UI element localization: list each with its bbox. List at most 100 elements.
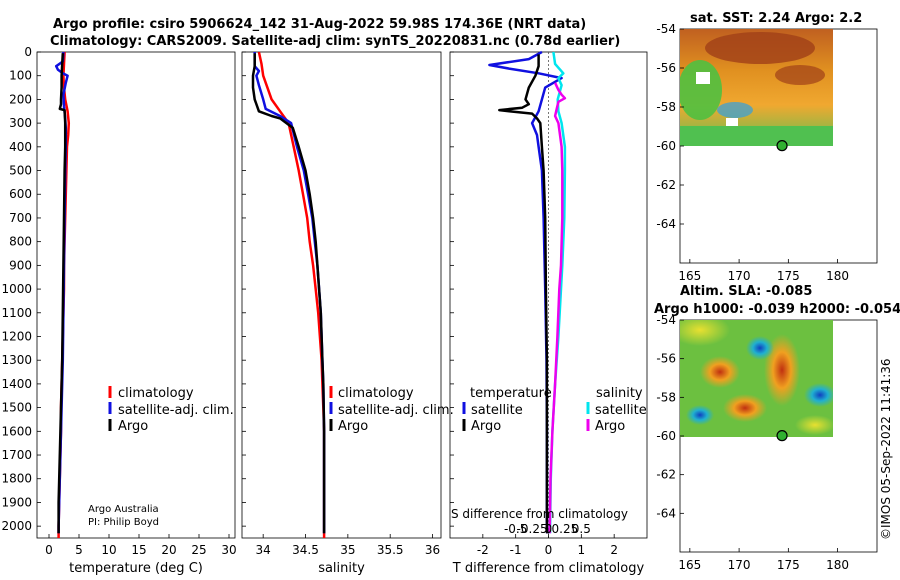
x-tick-label: 30	[221, 543, 236, 557]
legend-argo-label: Argo	[118, 419, 148, 434]
sst-argo-position-marker	[776, 140, 788, 152]
difference-panel: -2 -1 0 1 2 T difference from climatology -0.5…	[449, 50, 648, 576]
secondary-x-tick-label: 0	[545, 522, 553, 536]
y-tick-label: 200	[9, 92, 32, 106]
map-y-tick-label: -64	[656, 217, 676, 231]
sst-cold-band	[680, 126, 833, 146]
y-tick-label: 700	[9, 211, 32, 225]
legend-argo-label: Argo	[338, 419, 368, 434]
map-y-tick-label: -60	[656, 429, 676, 443]
map-x-tick-label: 165	[678, 558, 701, 572]
credit-line-1: Argo Australia	[88, 504, 159, 515]
x-tick-label: 35	[340, 543, 355, 557]
y-tick-label: 1400	[1, 377, 32, 391]
difference-legend: temperature salinity satellite Argo sate…	[451, 386, 647, 521]
sst-map-title: sat. SST: 2.24 Argo: 2.2	[690, 11, 862, 26]
x-tick-label: -1	[510, 543, 522, 557]
series-line-argo	[251, 53, 326, 534]
imos-watermark: ©IMOS 05-Sep-2022 11:41:36	[879, 358, 893, 540]
x-axis-label: T difference from climatology	[452, 561, 645, 576]
map-y-tick-label: -62	[656, 178, 676, 192]
map-x-tick-label: 180	[826, 269, 849, 283]
map-y-tick-label: -58	[656, 100, 676, 114]
sst-warm-patch	[775, 65, 825, 85]
sla-high-patch	[795, 415, 833, 435]
legend-salinity-title: salinity	[596, 386, 643, 401]
legend-satellite-label: satellite-adj. clim.	[118, 403, 234, 418]
y-tick-label: 1800	[1, 472, 32, 486]
sla-low-patch	[746, 336, 774, 360]
plot-frame	[241, 51, 442, 539]
map-x-tick-label: 180	[826, 558, 849, 572]
plot-frame	[36, 51, 236, 539]
y-tick-label: 300	[9, 116, 32, 130]
y-tick-label: 1100	[1, 306, 32, 320]
y-tick-label: 1600	[1, 424, 32, 438]
title-line-2: Climatology: CARS2009. Satellite-adj cli…	[50, 34, 620, 49]
secondary-x-tick-label: -0.5	[504, 522, 527, 536]
x-tick-label: 35.5	[377, 543, 404, 557]
sst-warm-patch	[705, 32, 815, 64]
y-tick-label: 1900	[1, 495, 32, 509]
legend-temp-argo-label: Argo	[471, 419, 501, 434]
x-tick-label: 34	[256, 543, 271, 557]
secondary-x-tick-label: 0.5	[572, 522, 591, 536]
map-y-tick-label: -64	[656, 506, 676, 520]
y-tick-label: 600	[9, 187, 32, 201]
y-tick-label: 800	[9, 235, 32, 249]
temperature-legend: climatology satellite-adj. clim. Argo Ar…	[88, 386, 234, 528]
legend-sal-argo-label: Argo	[595, 419, 625, 434]
map-x-tick-label: 170	[728, 269, 751, 283]
sst-map-axes: 165 170 175 180 -54 -56 -58 -60 -62 -64	[656, 22, 849, 283]
x-tick-label: 15	[131, 543, 146, 557]
sla-high-patch	[680, 320, 730, 346]
x-tick-label: 36	[425, 543, 440, 557]
x-axis-label: salinity	[318, 561, 365, 576]
sla-low-patch	[804, 383, 833, 407]
x-tick-label: 20	[161, 543, 176, 557]
x-tick-label: 0	[545, 543, 553, 557]
series-line-temperature-argo	[498, 54, 549, 534]
sst-missing-data	[726, 118, 738, 126]
legend-sal-satellite-label: satellite	[595, 403, 647, 418]
map-y-tick-label: -60	[656, 139, 676, 153]
legend-temp-satellite-label: satellite	[471, 403, 523, 418]
x-tick-label: -2	[477, 543, 489, 557]
x-tick-label: 2	[610, 543, 618, 557]
sla-high-patch	[723, 394, 767, 422]
y-tick-label: 1000	[1, 282, 32, 296]
sla-map-subtitle: Argo h1000: -0.039 h2000: -0.054	[654, 302, 900, 317]
map-x-tick-label: 175	[777, 558, 800, 572]
legend-climatology-label: climatology	[118, 386, 194, 401]
y-tick-label: 1200	[1, 329, 32, 343]
sla-high-patch	[700, 356, 740, 388]
y-tick-label: 100	[9, 69, 32, 83]
x-tick-label: 1	[578, 543, 586, 557]
sst-map: sat. SST: 2.24 Argo: 2.2 165 170 175 180 -54…	[656, 11, 878, 283]
salinity-legend: climatology satellite-adj. clim. Argo	[329, 386, 454, 434]
secondary-x-tick-label: 0.25	[552, 522, 579, 536]
x-tick-label: 34.5	[292, 543, 319, 557]
x-tick-label: 25	[191, 543, 206, 557]
credit-line-2: PI: Philip Boyd	[88, 517, 159, 528]
title-line-1: Argo profile: csiro 5906624_142 31-Aug-2…	[53, 17, 586, 32]
y-tick-label: 900	[9, 258, 32, 272]
sla-map: Altim. SLA: -0.085 Argo h1000: -0.039 h2…	[654, 284, 900, 572]
sla-argo-position-marker	[776, 430, 788, 442]
y-tick-label: 1700	[1, 448, 32, 462]
sla-low-patch	[686, 405, 714, 425]
y-tick-label: 400	[9, 140, 32, 154]
sst-field	[680, 29, 833, 146]
sst-missing-data	[696, 72, 710, 84]
x-tick-label: 5	[75, 543, 83, 557]
y-tick-label: 1300	[1, 353, 32, 367]
map-y-tick-label: -56	[656, 352, 676, 366]
map-x-tick-label: 165	[678, 269, 701, 283]
y-tick-label: 0	[24, 45, 32, 59]
y-tick-label: 2000	[1, 519, 32, 533]
x-axis-label: temperature (deg C)	[69, 561, 203, 576]
map-y-tick-label: -54	[656, 313, 676, 327]
map-x-tick-label: 175	[777, 269, 800, 283]
map-y-tick-label: -54	[656, 22, 676, 36]
map-y-tick-label: -56	[656, 61, 676, 75]
